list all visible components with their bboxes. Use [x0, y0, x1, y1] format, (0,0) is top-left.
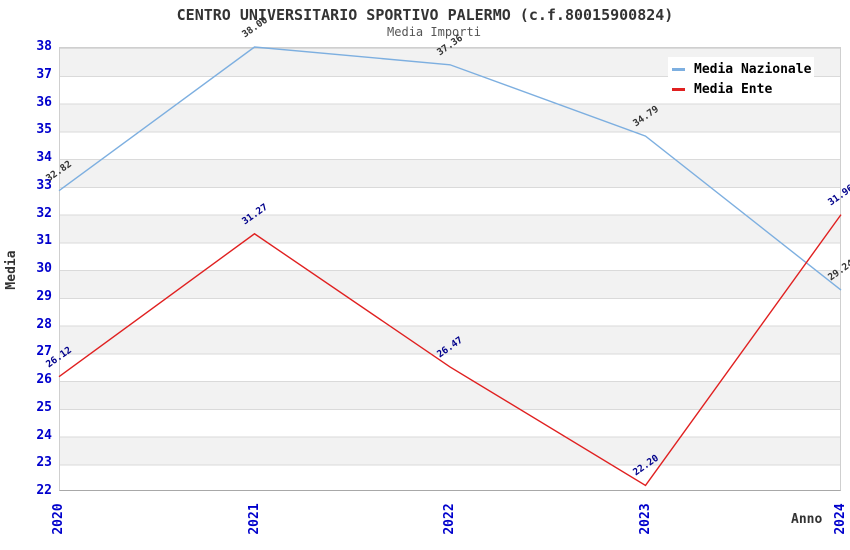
x-axis-title: Anno: [791, 512, 823, 527]
legend-label: Media Ente: [694, 81, 773, 97]
x-tick-label: 2020: [51, 503, 66, 535]
y-tick-label: 38: [36, 39, 52, 54]
legend-item: Media Ente: [672, 79, 810, 99]
y-tick-label: 27: [36, 344, 52, 360]
y-tick-label: 26: [36, 372, 52, 387]
series-line-media-nazionale: [58, 46, 842, 291]
x-tick-label: 2023: [637, 503, 653, 535]
y-tick-label: 22: [36, 483, 52, 498]
y-tick-label: 29: [36, 288, 52, 304]
y-tick-label: 35: [36, 122, 52, 138]
plot-area: [59, 47, 841, 491]
legend-label: Media Nazionale: [694, 61, 812, 77]
y-tick-label: 31: [36, 233, 52, 249]
legend: Media Nazionale Media Ente: [668, 57, 814, 101]
chart-lines: [58, 46, 842, 487]
x-tick-label: 2021: [246, 503, 262, 535]
x-tick-label: 2022: [442, 503, 457, 535]
y-tick-label: 25: [36, 399, 52, 415]
x-tick-label: 2024: [833, 503, 848, 535]
series-line-media-ente: [58, 214, 842, 487]
y-tick-label: 36: [36, 94, 52, 110]
chart-title: CENTRO UNIVERSITARIO SPORTIVO PALERMO (c…: [176, 6, 674, 24]
y-tick-label: 37: [36, 66, 52, 82]
legend-item: Media Nazionale: [672, 59, 812, 79]
y-tick-label: 33: [36, 177, 52, 193]
y-tick-label: 24: [36, 427, 52, 443]
y-tick-label: 34: [36, 150, 52, 165]
legend-swatch-icon: [672, 87, 685, 91]
y-tick-label: 23: [36, 455, 52, 471]
legend-swatch-icon: [672, 67, 685, 71]
y-tick-label: 30: [36, 261, 52, 276]
chart-subtitle: Media Importi: [387, 25, 481, 39]
y-tick-label: 32: [36, 205, 52, 221]
y-tick-label: 28: [36, 316, 52, 332]
